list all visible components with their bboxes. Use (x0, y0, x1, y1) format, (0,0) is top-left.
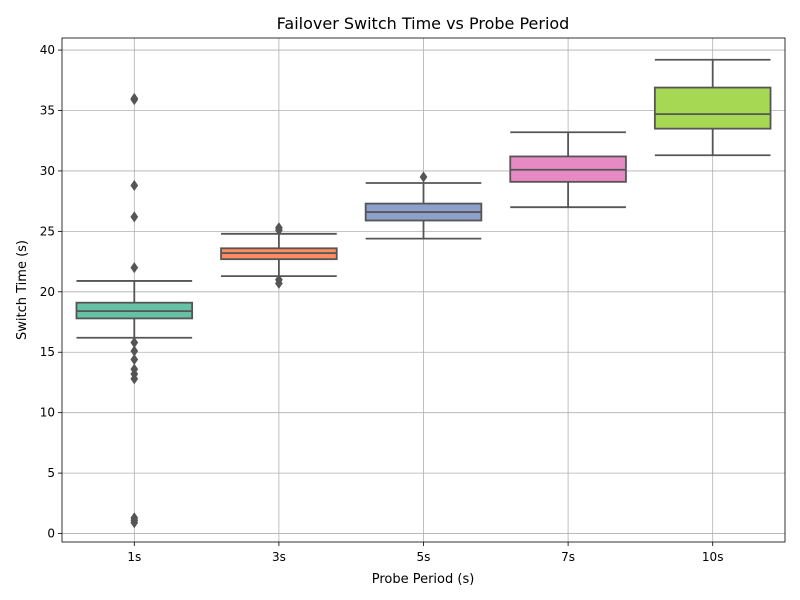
box-1s (75, 92, 194, 529)
x-tick-label: 5s (417, 550, 431, 564)
y-tick-label: 5 (47, 466, 55, 480)
x-tick-label: 10s (702, 550, 724, 564)
x-tick-label: 7s (561, 550, 575, 564)
y-tick-label: 35 (40, 104, 55, 118)
axes: 0 5 10 15 20 25 30 35 40 1s 3s 5s 7s 10s (40, 43, 724, 564)
outlier-point (130, 517, 139, 529)
box-3s (220, 222, 338, 289)
outlier-point (130, 179, 139, 192)
y-tick-label: 40 (40, 43, 55, 57)
outlier-point (130, 94, 139, 106)
box-10s (653, 58, 772, 157)
outlier-point (130, 353, 139, 366)
y-axis-label: Switch Time (s) (15, 240, 30, 340)
x-tick-label: 1s (127, 550, 141, 564)
y-tick-label: 20 (40, 285, 55, 299)
x-tick-label: 3s (272, 550, 286, 564)
y-tick-label: 25 (40, 224, 55, 238)
outlier-point (130, 211, 139, 223)
iqr-box (653, 86, 772, 130)
box-5s (364, 171, 483, 240)
y-tick-label: 30 (40, 164, 55, 178)
x-axis-label: Probe Period (s) (372, 572, 475, 587)
outlier-point (419, 171, 428, 183)
outlier-point (130, 373, 139, 385)
chart-title: Failover Switch Time vs Probe Period (277, 14, 570, 33)
outlier-point (130, 262, 139, 274)
y-tick-label: 0 (47, 527, 55, 541)
y-tick-label: 10 (40, 406, 55, 420)
box-7s (509, 131, 627, 209)
boxes (75, 58, 772, 529)
outlier-point (274, 224, 283, 236)
y-tick-label: 15 (40, 345, 55, 359)
outlier-point (274, 277, 283, 289)
